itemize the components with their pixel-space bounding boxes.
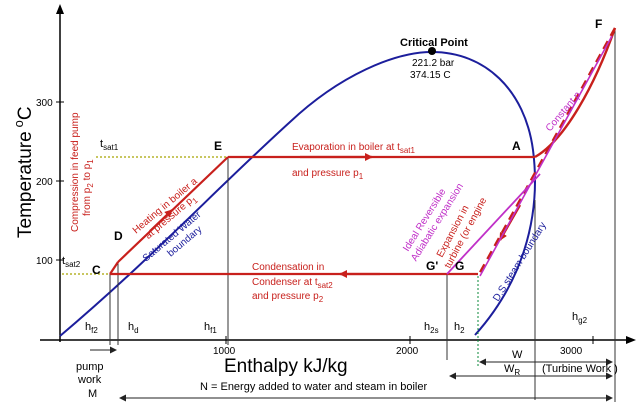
point-e-label: E — [214, 139, 222, 153]
saturated-water-boundary — [59, 51, 433, 337]
tsat1-label: tsat1 — [100, 138, 119, 152]
turbine-work-label: (Turbine Work ) — [542, 363, 618, 375]
y-tick-label-200: 200 — [36, 177, 53, 188]
hf2-label: hf2 — [85, 321, 98, 335]
x-tick-label-1000: 1000 — [213, 346, 236, 357]
heating-arrow — [149, 209, 173, 232]
y-axis-title: TemperatureoC — [11, 106, 36, 238]
critical-point-marker — [428, 47, 436, 55]
heating-line — [117, 156, 229, 263]
condensation-annotation-line3: and pressure p2 — [252, 291, 324, 304]
h2s-label: h2s — [424, 321, 439, 335]
compression-annotation: Compression in feed pump from p2 to p1 — [70, 112, 95, 232]
point-g-prime-label: G' — [426, 259, 438, 273]
constant-pressure-superheat-line — [534, 27, 617, 159]
x-axis-title: Enthalpy kJ/kg — [224, 356, 348, 377]
svg-text:Constant p: Constant p — [544, 89, 584, 133]
h2-label: h2 — [454, 321, 465, 335]
pump-work-label-1: pump — [76, 361, 104, 373]
n-energy-label: N = Energy added to water and steam in b… — [200, 381, 427, 393]
ds-steam-annotation: D.S steam boundary — [491, 220, 549, 303]
point-d-label: D — [114, 229, 123, 243]
x-axis-arrow — [626, 336, 636, 344]
y-tick-label-100: 100 — [36, 256, 53, 267]
point-c-label: C — [92, 263, 101, 277]
hf1-label: hf1 — [204, 321, 217, 335]
actual-expansion-dashed — [476, 27, 617, 277]
evaporation-annotation-line1: Evaporation in boiler at tsat1 — [292, 142, 416, 155]
turbine-expansion-line — [479, 35, 613, 277]
pump-compression-line — [109, 261, 119, 275]
hg2-label: hg2 — [572, 311, 588, 325]
wr-label: WR — [504, 363, 520, 377]
svg-text:D.S steam boundary: D.S steam boundary — [491, 220, 549, 303]
constant-pressure-annotation: Constant p — [544, 89, 584, 133]
y-axis-title-group: TemperatureoC — [11, 106, 36, 238]
tsat2-label: tsat2 — [62, 255, 81, 269]
critical-point-pressure: 221.2 bar — [412, 58, 455, 69]
pump-work-label-3: M — [88, 388, 97, 400]
point-f-label: F — [595, 17, 602, 31]
condensation-annotation-line1: Condensation in — [252, 262, 324, 273]
y-tick-label-300: 300 — [36, 98, 53, 109]
hd-label: hd — [128, 321, 139, 335]
evaporation-annotation-line2: and pressure p1 — [292, 168, 364, 181]
pump-work-label-2: work — [77, 374, 102, 386]
point-g-label: G — [455, 259, 464, 273]
x-tick-label-2000: 2000 — [396, 346, 419, 357]
ideal-adiabatic-expansion-line — [446, 173, 541, 275]
critical-point-label: Critical Point — [400, 37, 468, 49]
dry-saturated-steam-boundary — [431, 51, 536, 336]
critical-point-temperature: 374.15 C — [410, 70, 451, 81]
point-a-label: A — [512, 139, 521, 153]
axes: 100 200 300 1000 2000 3000 Enthalpy kJ/k… — [11, 4, 636, 377]
x-tick-label-3000: 3000 — [560, 346, 583, 357]
condensation-annotation-line2: Condenser at tsat2 — [252, 277, 333, 290]
w-label: W — [512, 349, 523, 361]
y-axis-arrow — [56, 4, 64, 14]
svg-text:from p2 to p1: from p2 to p1 — [82, 159, 95, 216]
svg-text:Compression in feed pump: Compression in feed pump — [70, 112, 81, 232]
